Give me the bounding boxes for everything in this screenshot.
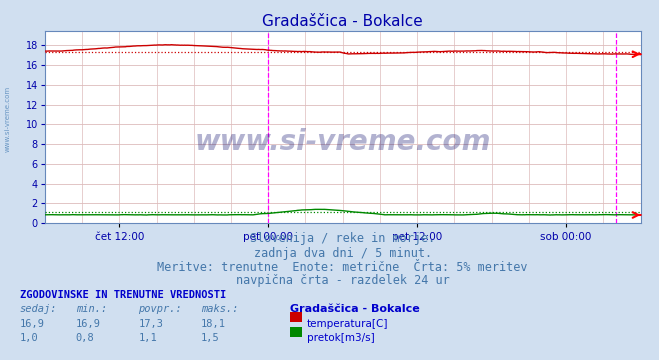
Text: www.si-vreme.com: www.si-vreme.com xyxy=(194,128,491,156)
Text: 1,5: 1,5 xyxy=(201,333,219,343)
Text: temperatura[C]: temperatura[C] xyxy=(307,319,389,329)
Text: 16,9: 16,9 xyxy=(20,319,45,329)
Text: 0,8: 0,8 xyxy=(76,333,94,343)
Text: maks.:: maks.: xyxy=(201,304,239,314)
Text: www.si-vreme.com: www.si-vreme.com xyxy=(5,86,11,152)
Text: Slovenija / reke in morje.: Slovenija / reke in morje. xyxy=(250,232,436,245)
Text: 1,0: 1,0 xyxy=(20,333,38,343)
Text: sedaj:: sedaj: xyxy=(20,304,57,314)
Text: Meritve: trenutne  Enote: metrične  Črta: 5% meritev: Meritve: trenutne Enote: metrične Črta: … xyxy=(158,261,528,274)
Text: zadnja dva dni / 5 minut.: zadnja dva dni / 5 minut. xyxy=(254,247,432,260)
Title: Gradaščica - Bokalce: Gradaščica - Bokalce xyxy=(262,14,423,30)
Text: navpična črta - razdelek 24 ur: navpična črta - razdelek 24 ur xyxy=(236,274,449,287)
Text: pretok[m3/s]: pretok[m3/s] xyxy=(307,333,375,343)
Text: 17,3: 17,3 xyxy=(138,319,163,329)
Text: 18,1: 18,1 xyxy=(201,319,226,329)
Text: Gradaščica - Bokalce: Gradaščica - Bokalce xyxy=(290,304,420,314)
Text: ZGODOVINSKE IN TRENUTNE VREDNOSTI: ZGODOVINSKE IN TRENUTNE VREDNOSTI xyxy=(20,290,226,300)
Text: 1,1: 1,1 xyxy=(138,333,157,343)
Text: povpr.:: povpr.: xyxy=(138,304,182,314)
Text: min.:: min.: xyxy=(76,304,107,314)
Text: 16,9: 16,9 xyxy=(76,319,101,329)
